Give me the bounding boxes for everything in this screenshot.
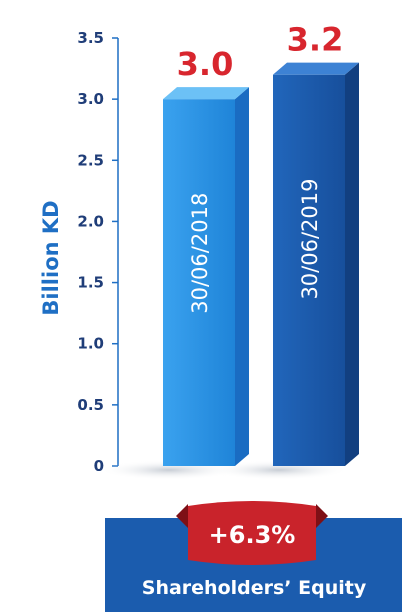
y-tick-label: 0 (94, 457, 104, 475)
change-percent: +6.3% (209, 521, 296, 549)
ribbon-right-fold (316, 504, 328, 528)
bar-top (163, 87, 249, 100)
bar-front (273, 74, 345, 466)
data-labels: 3.0 3.2 (177, 21, 344, 83)
bar-top (273, 62, 359, 75)
y-tick-label: 0.5 (77, 396, 104, 414)
ribbon-left-fold (176, 504, 188, 528)
y-tick-label: 1.5 (77, 274, 104, 292)
bar-side (235, 87, 249, 467)
y-tick-label: 1.0 (77, 335, 104, 353)
bar-value-label: 3.0 (177, 45, 234, 83)
footer-title: Shareholders’ Equity (142, 577, 367, 599)
bars: 30/06/2018 30/06/2019 (163, 62, 359, 467)
y-axis-label: Billion KD (39, 200, 63, 315)
y-tick-label: 3.0 (77, 90, 104, 108)
bar-category-label: 30/06/2018 (188, 193, 212, 314)
bar-category-label: 30/06/2019 (298, 179, 322, 300)
y-axis-ticks: 0 0.5 1.0 1.5 2.0 2.5 3.0 3.5 (77, 29, 118, 475)
ribbon-body (188, 501, 316, 565)
bar-value-label: 3.2 (287, 21, 344, 59)
bar-side (345, 62, 359, 466)
y-tick-label: 3.5 (77, 29, 104, 47)
bar-front (163, 99, 235, 467)
y-tick-label: 2.5 (77, 151, 104, 169)
y-tick-label: 2.0 (77, 212, 104, 230)
change-badge: +6.3% (176, 501, 328, 565)
